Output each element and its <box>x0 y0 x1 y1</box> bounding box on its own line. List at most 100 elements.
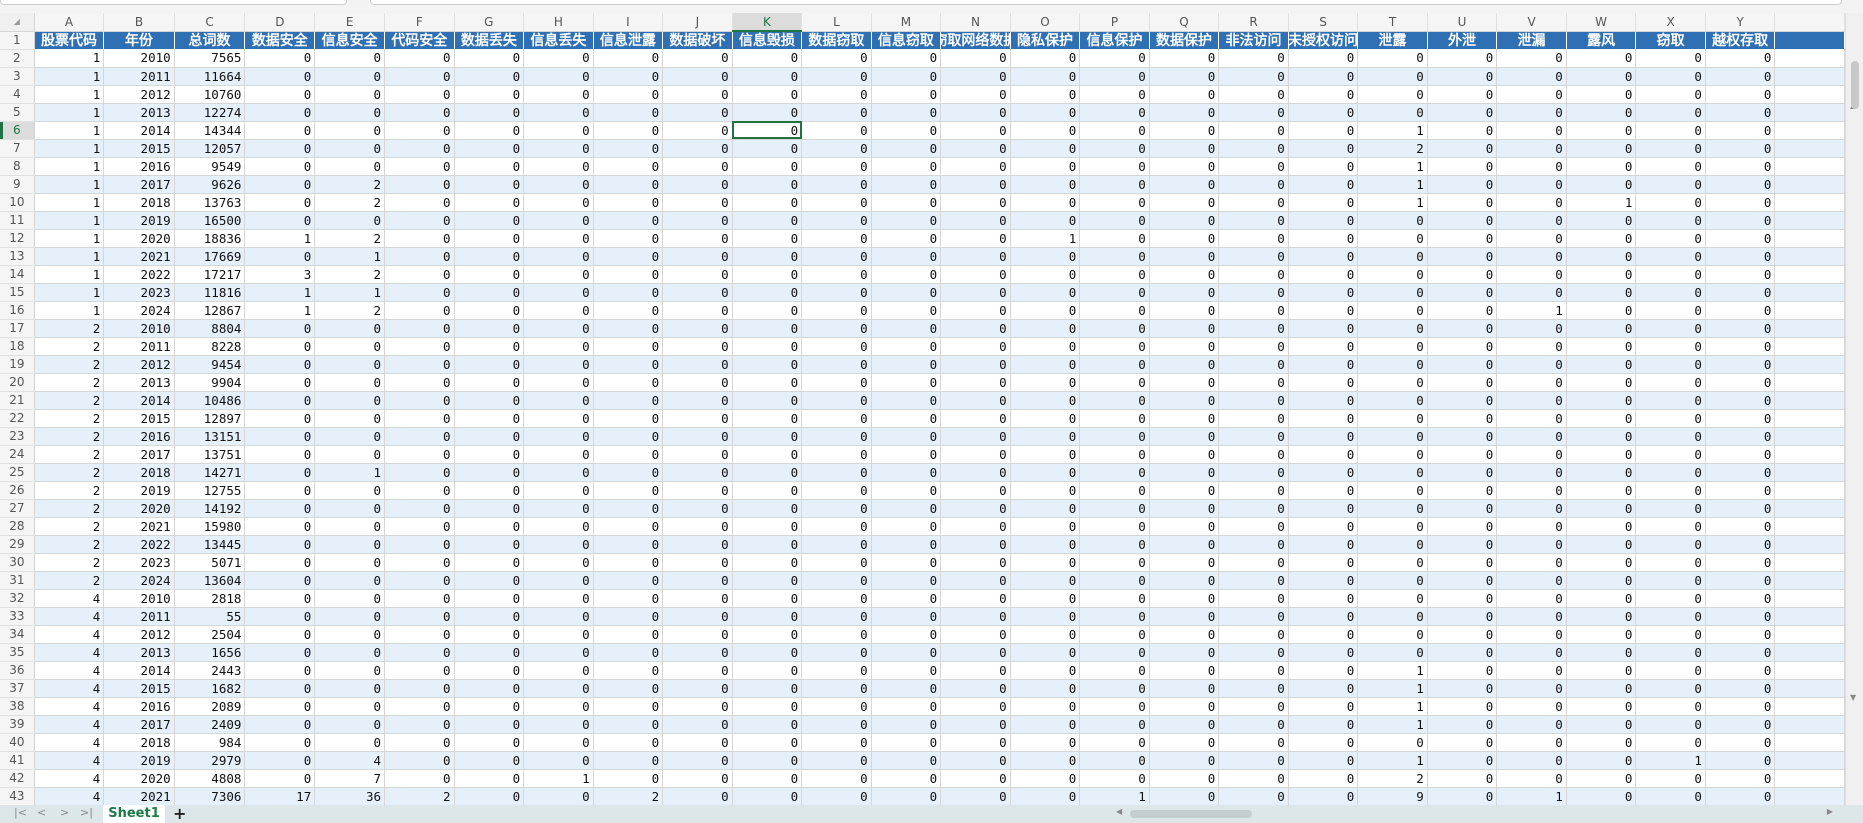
cell[interactable]: 0 <box>1079 553 1150 572</box>
cell[interactable]: 0 <box>454 733 525 752</box>
cell[interactable]: 0 <box>801 265 872 284</box>
cell[interactable]: 2979 <box>174 751 246 770</box>
cell[interactable]: 0 <box>454 445 525 464</box>
cell[interactable]: 0 <box>801 337 872 356</box>
cell[interactable]: 1 <box>1357 121 1428 140</box>
cell[interactable]: 0 <box>1288 211 1359 230</box>
row-number[interactable]: 43 <box>0 787 35 805</box>
cell[interactable]: 0 <box>801 517 872 536</box>
cell[interactable]: 0 <box>1496 49 1567 68</box>
cell[interactable]: 0 <box>1705 535 1776 554</box>
cell[interactable] <box>1774 427 1845 446</box>
cell[interactable]: 0 <box>1427 679 1498 698</box>
cell[interactable]: 0 <box>1705 679 1776 698</box>
cell[interactable]: 0 <box>732 85 803 104</box>
cell[interactable]: 0 <box>454 427 525 446</box>
cell[interactable]: 0 <box>1496 481 1567 500</box>
cell[interactable]: 0 <box>1705 337 1776 356</box>
cell[interactable]: 0 <box>1357 211 1428 230</box>
cell[interactable]: 0 <box>1566 121 1637 140</box>
cell[interactable]: 0 <box>732 499 803 518</box>
cell[interactable]: 0 <box>384 517 455 536</box>
cell[interactable]: 0 <box>1010 319 1081 338</box>
cell[interactable]: 0 <box>732 49 803 68</box>
cell[interactable]: 0 <box>593 571 664 590</box>
cell[interactable]: 1 <box>34 49 105 68</box>
cell[interactable]: 0 <box>1496 85 1567 104</box>
cell[interactable]: 0 <box>1079 391 1150 410</box>
cell[interactable]: 0 <box>940 211 1011 230</box>
cell[interactable]: 0 <box>1705 553 1776 572</box>
column-title[interactable]: 数据安全 <box>244 31 316 49</box>
cell[interactable]: 0 <box>940 391 1011 410</box>
cell[interactable]: 0 <box>732 571 803 590</box>
cell[interactable]: 0 <box>1288 175 1359 194</box>
cell[interactable] <box>1774 589 1845 608</box>
cell[interactable]: 0 <box>1635 409 1706 428</box>
cell[interactable]: 0 <box>662 85 733 104</box>
cell[interactable]: 0 <box>1218 589 1289 608</box>
cell[interactable]: 0 <box>1079 769 1150 788</box>
cell[interactable]: 0 <box>1566 715 1637 734</box>
cell[interactable]: 0 <box>732 733 803 752</box>
cell[interactable]: 0 <box>244 643 316 662</box>
cell[interactable]: 0 <box>801 247 872 266</box>
name-box[interactable] <box>0 0 347 5</box>
cell[interactable]: 15980 <box>174 517 246 536</box>
cell[interactable]: 0 <box>454 103 525 122</box>
cell[interactable]: 7565 <box>174 49 246 68</box>
column-title[interactable]: 非法访问 <box>1218 31 1289 49</box>
cell[interactable]: 0 <box>244 319 316 338</box>
cell[interactable]: 0 <box>1496 733 1567 752</box>
cell[interactable]: 0 <box>662 769 733 788</box>
cell[interactable]: 0 <box>1079 49 1150 68</box>
cell[interactable]: 0 <box>1496 463 1567 482</box>
cell[interactable]: 4 <box>314 751 386 770</box>
cell[interactable]: 0 <box>1705 463 1776 482</box>
cell[interactable] <box>1774 373 1845 392</box>
row-number[interactable]: 4 <box>0 85 35 104</box>
cell[interactable]: 1 <box>34 265 105 284</box>
cell[interactable]: 0 <box>1149 787 1220 805</box>
cell[interactable]: 0 <box>244 679 316 698</box>
cell[interactable]: 0 <box>244 391 316 410</box>
cell[interactable]: 0 <box>1288 409 1359 428</box>
cell[interactable]: 0 <box>1079 607 1150 626</box>
cell[interactable]: 0 <box>593 715 664 734</box>
cell[interactable]: 0 <box>244 157 316 176</box>
cell[interactable]: 0 <box>1218 697 1289 716</box>
cell[interactable]: 0 <box>1218 427 1289 446</box>
cell[interactable]: 0 <box>1010 211 1081 230</box>
cell[interactable]: 0 <box>384 355 455 374</box>
cell[interactable]: 0 <box>940 139 1011 158</box>
cell[interactable]: 0 <box>1427 571 1498 590</box>
cell[interactable]: 0 <box>871 211 942 230</box>
cell[interactable]: 0 <box>1149 247 1220 266</box>
cell[interactable]: 4 <box>34 787 105 805</box>
cell[interactable] <box>1774 769 1845 788</box>
row-number[interactable]: 16 <box>0 301 35 320</box>
cell[interactable]: 0 <box>244 373 316 392</box>
cell[interactable]: 0 <box>1635 535 1706 554</box>
cell[interactable]: 0 <box>454 463 525 482</box>
cell[interactable]: 0 <box>1496 121 1567 140</box>
cell[interactable]: 0 <box>1705 85 1776 104</box>
cell[interactable]: 2021 <box>103 787 175 805</box>
cell[interactable]: 0 <box>1149 715 1220 734</box>
cell[interactable]: 0 <box>384 535 455 554</box>
cell[interactable]: 0 <box>1566 445 1637 464</box>
cell[interactable]: 0 <box>1705 319 1776 338</box>
cell[interactable]: 0 <box>1149 283 1220 302</box>
cell[interactable]: 0 <box>1288 517 1359 536</box>
cell[interactable]: 0 <box>384 229 455 248</box>
cell[interactable]: 0 <box>1149 85 1220 104</box>
column-header-J[interactable]: J <box>662 13 733 32</box>
cell[interactable]: 0 <box>1566 175 1637 194</box>
cell[interactable]: 0 <box>244 661 316 680</box>
cell[interactable]: 2010 <box>103 319 175 338</box>
column-title[interactable]: 总词数 <box>174 31 246 49</box>
cell[interactable]: 0 <box>593 49 664 68</box>
cell[interactable]: 0 <box>1218 607 1289 626</box>
cell[interactable]: 0 <box>593 589 664 608</box>
cell[interactable]: 0 <box>1705 283 1776 302</box>
